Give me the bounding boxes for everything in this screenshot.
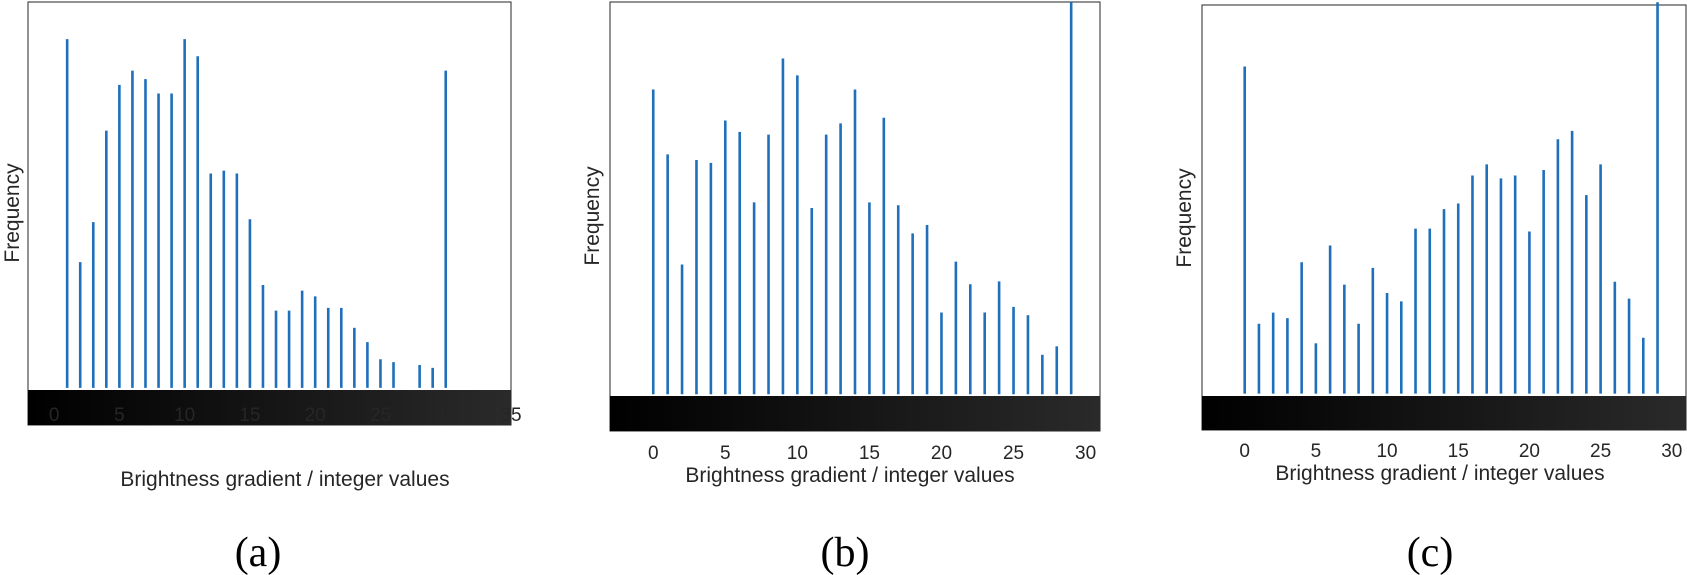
y-axis-title: Frequency (581, 166, 604, 266)
x-ticks: 0 5 10 15 20 25 30 (648, 443, 1096, 464)
bars (1243, 2, 1659, 394)
x-ticks: 0 5 10 15 20 25 30 35 (49, 405, 522, 426)
x-tick-label: 15 (1448, 441, 1469, 462)
x-tick-label: 15 (239, 405, 260, 426)
x-tick-label: 0 (49, 405, 60, 426)
x-tick-label: 30 (1075, 443, 1096, 464)
x-axis-title: Brightness gradient / integer values (685, 464, 1014, 487)
panel-caption: (c) (1407, 530, 1454, 575)
panel-caption: (a) (235, 530, 282, 575)
brightness-gradient-bar (28, 390, 511, 425)
x-tick-label: 5 (114, 405, 125, 426)
x-ticks: 0 5 10 15 20 25 30 (1239, 441, 1682, 462)
x-tick-label: 15 (859, 443, 880, 464)
x-tick-label: 25 (1590, 441, 1611, 462)
panel-b: 0 5 10 15 20 25 30 Brightness gradient / integ… (581, 1, 1101, 575)
bars (651, 2, 1073, 395)
x-tick-label: 0 (648, 443, 659, 464)
x-tick-label: 20 (931, 443, 952, 464)
bars (65, 39, 448, 388)
x-tick-label: 5 (1311, 441, 1322, 462)
y-axis-title: Frequency (1173, 168, 1196, 268)
panel-a: 0 5 10 15 20 25 30 35 Brightness gradient / int… (1, 1, 522, 575)
x-axis-title: Brightness gradient / integer values (120, 468, 449, 491)
x-tick-label: 10 (1376, 441, 1397, 462)
x-tick-label: 30 (1661, 441, 1682, 462)
plot-frame (27, 1, 512, 426)
x-tick-label: 20 (305, 405, 326, 426)
x-tick-label: 25 (370, 405, 391, 426)
x-tick-label: 25 (1003, 443, 1024, 464)
panel-caption: (b) (821, 530, 870, 575)
y-axis-title: Frequency (1, 163, 24, 263)
x-tick-label: 20 (1519, 441, 1540, 462)
x-tick-label: 0 (1239, 441, 1250, 462)
x-tick-label: 35 (500, 405, 521, 426)
panel-c: 0 5 10 15 20 25 30 Brightness gradient / integ… (1173, 2, 1687, 575)
x-tick-label: 10 (174, 405, 195, 426)
brightness-gradient-bar (610, 396, 1100, 431)
x-tick-label: 10 (787, 443, 808, 464)
x-tick-label: 5 (720, 443, 731, 464)
x-tick-label: 30 (435, 405, 456, 426)
brightness-gradient-bar (1202, 396, 1686, 430)
x-axis-title: Brightness gradient / integer values (1275, 462, 1604, 485)
